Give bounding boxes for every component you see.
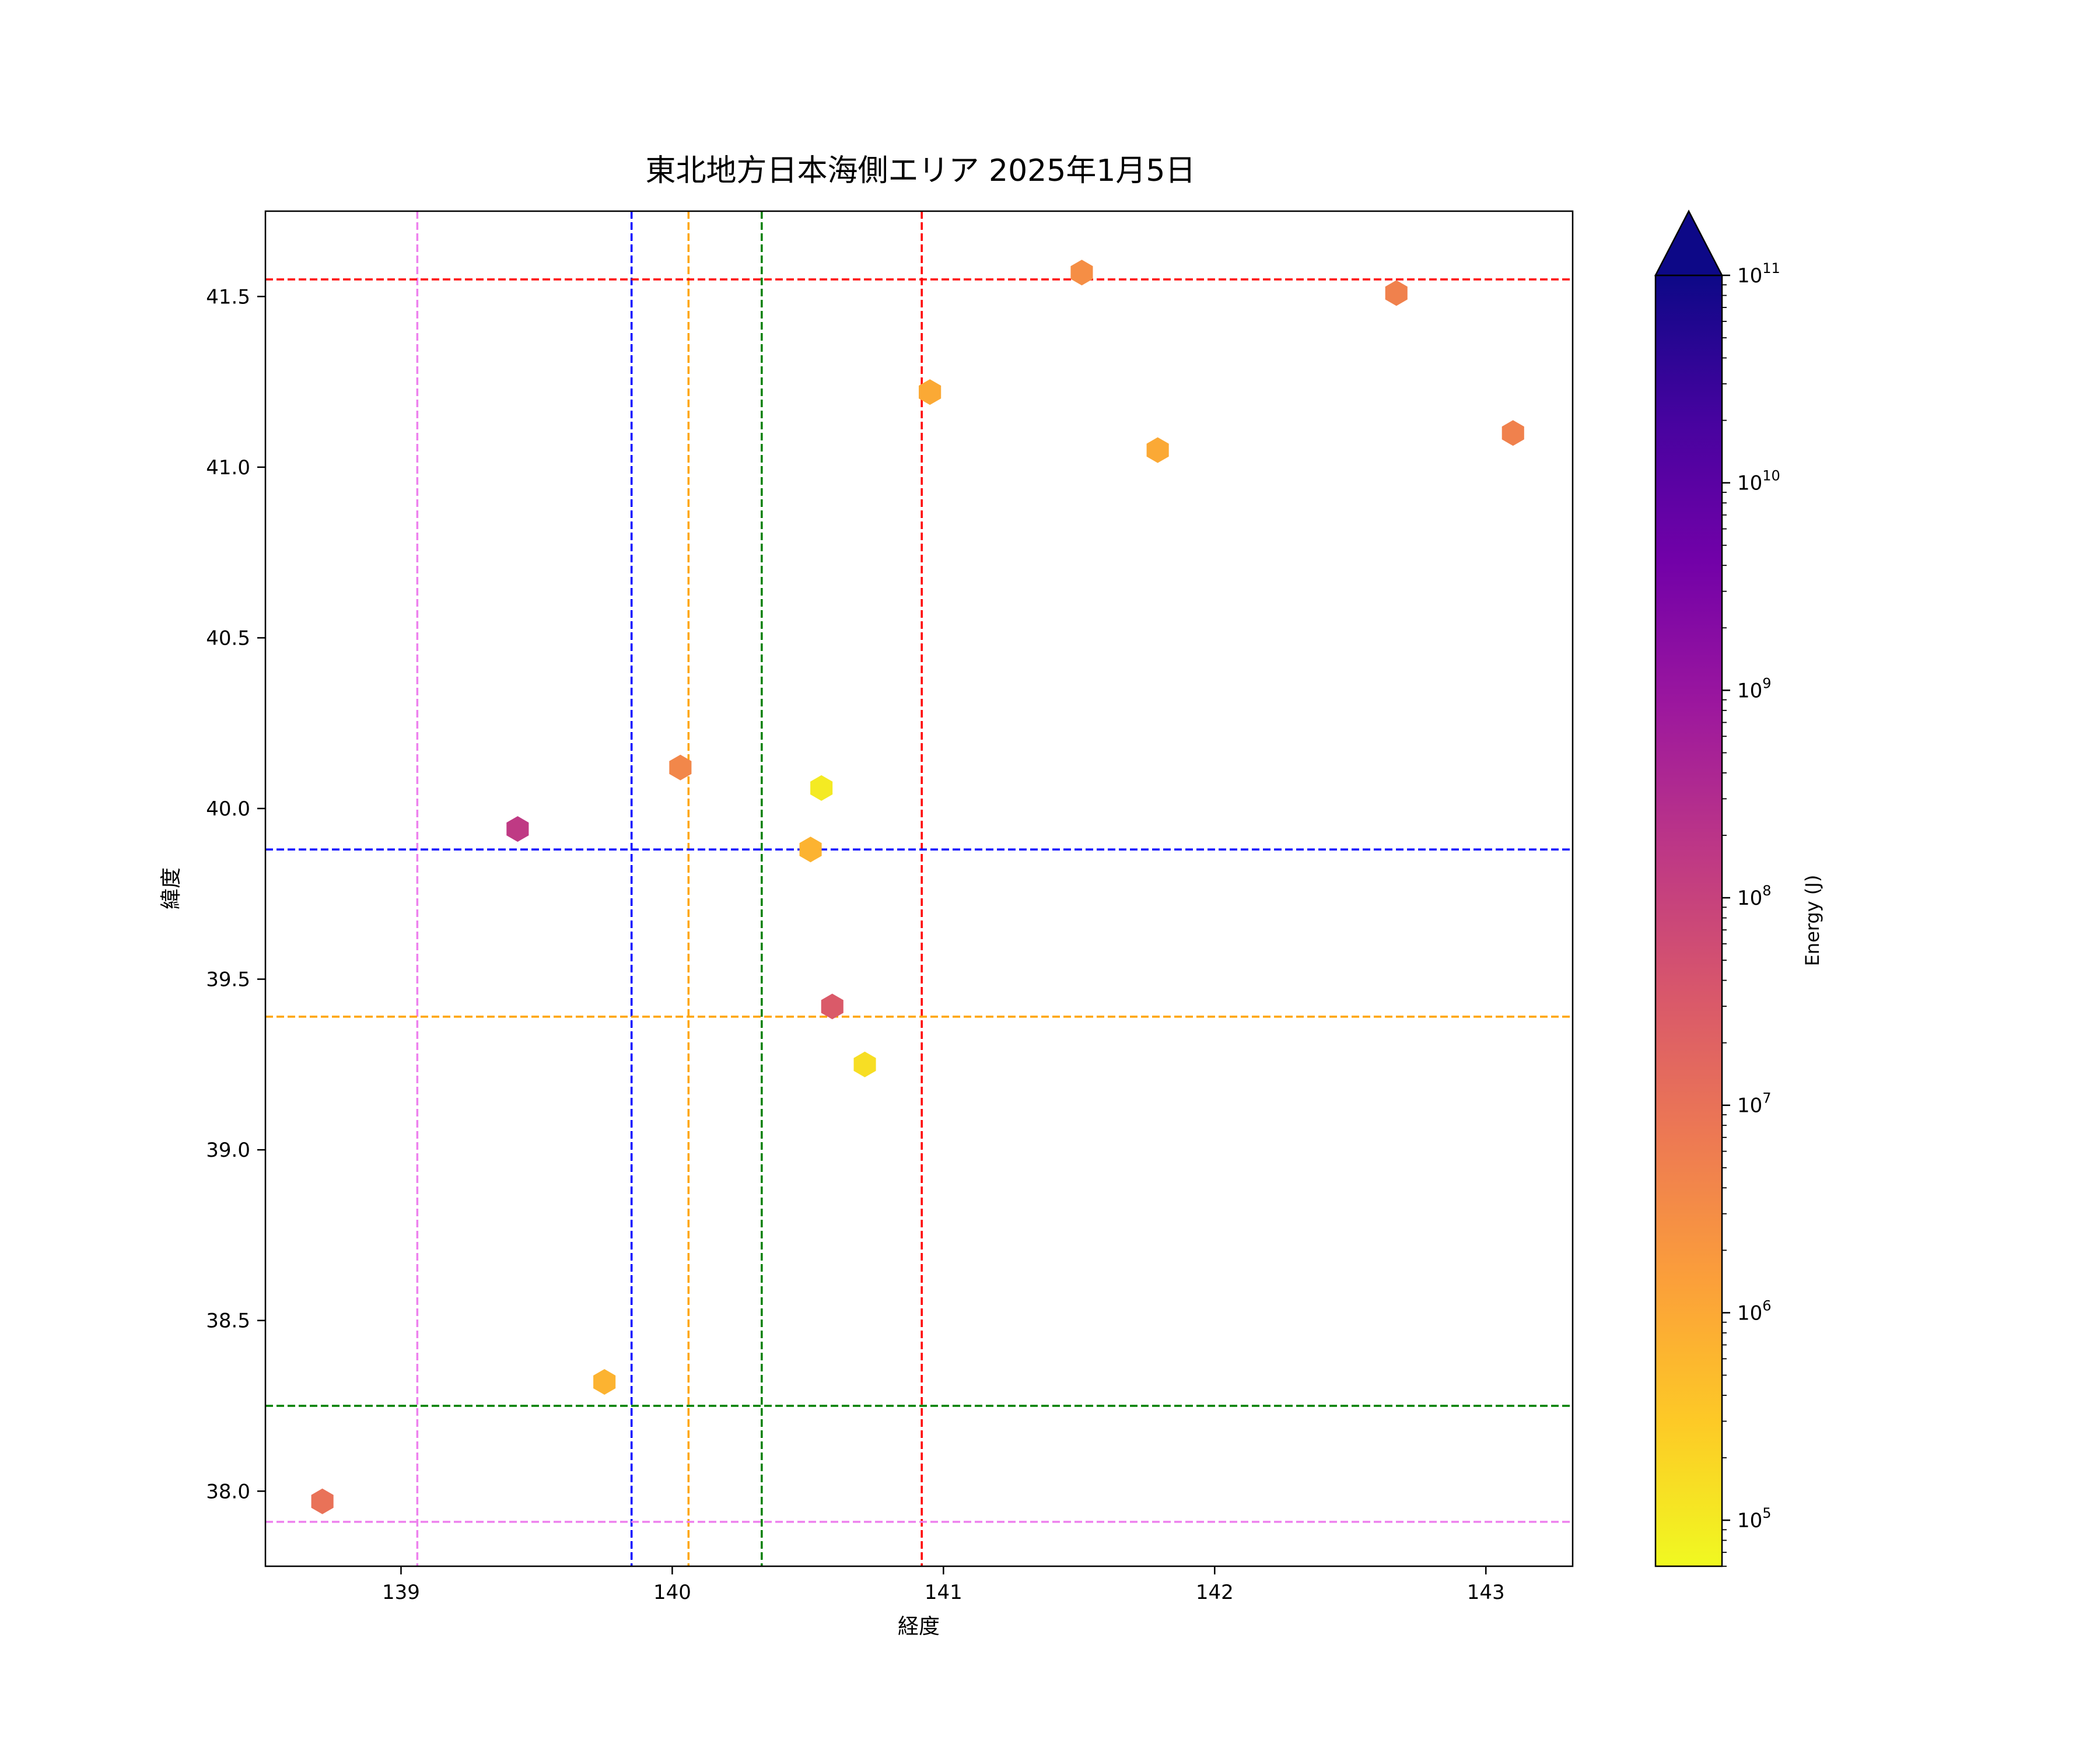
- data-point-0: [311, 1488, 334, 1514]
- data-point-5: [810, 775, 833, 801]
- colorbar-tick-label-1: 106: [1737, 1297, 1772, 1325]
- colorbar-tick-label-3: 108: [1737, 883, 1772, 910]
- colorbar-extend-arrow: [1654, 209, 1724, 276]
- y-tick-label-1: 38.5: [206, 1310, 250, 1333]
- y-tick-label-3: 39.5: [206, 968, 250, 992]
- y-tick-label-5: 40.5: [206, 626, 250, 650]
- colorbar-tick-label-4: 109: [1737, 675, 1772, 702]
- x-tick-label-1: 140: [653, 1581, 691, 1604]
- y-tick-label-7: 41.5: [206, 285, 250, 309]
- data-point-10: [1146, 437, 1169, 463]
- data-point-12: [1502, 420, 1524, 446]
- y-axis-label: 緯度: [159, 867, 183, 909]
- colorbar-tick-label-6: 1011: [1737, 260, 1780, 288]
- colorbar: 105 106 107 108 109 1010 1011 Energy (J): [1654, 209, 1824, 1567]
- y-tick-label-0: 38.0: [206, 1480, 250, 1503]
- x-axis-label: 経度: [898, 1615, 940, 1639]
- data-point-11: [1385, 280, 1408, 306]
- data-point-4: [799, 836, 822, 863]
- y-axis-ticks: 38.0 38.5 39.0 39.5 40.0 40.5 41.0 41.5: [206, 285, 265, 1503]
- data-point-6: [821, 993, 844, 1020]
- x-tick-label-3: 142: [1196, 1581, 1234, 1604]
- data-points: [311, 260, 1524, 1514]
- x-tick-label-4: 143: [1467, 1581, 1505, 1604]
- data-point-2: [593, 1369, 616, 1395]
- chart-title: 東北地方日本海側エリア 2025年1月5日: [645, 153, 1195, 188]
- y-tick-label-6: 41.0: [206, 456, 250, 480]
- y-tick-label-4: 40.0: [206, 797, 250, 821]
- colorbar-body: [1654, 274, 1723, 1567]
- data-point-1: [506, 816, 529, 842]
- data-point-3: [669, 754, 692, 780]
- x-tick-label-2: 141: [925, 1581, 963, 1604]
- colorbar-tick-label-5: 1010: [1737, 468, 1780, 495]
- colorbar-ticks: 105 106 107 108 109 1010 1011: [1722, 260, 1780, 1567]
- data-point-8: [919, 379, 942, 405]
- y-tick-label-2: 39.0: [206, 1139, 250, 1162]
- x-tick-label-0: 139: [382, 1581, 420, 1604]
- reference-lines: [265, 211, 1573, 1566]
- data-point-9: [1070, 260, 1093, 286]
- colorbar-label: Energy (J): [1801, 875, 1824, 967]
- data-point-7: [853, 1051, 876, 1077]
- x-axis-ticks: 139 140 141 142 143: [382, 1566, 1505, 1604]
- colorbar-tick-label-0: 105: [1737, 1505, 1772, 1532]
- plot-frame: [264, 210, 1574, 1567]
- plot-area: 139 140 141 142 143 38.0 38.5 39.0 39.5 40.0 40.5…: [206, 210, 1574, 1604]
- colorbar-tick-label-2: 107: [1737, 1090, 1772, 1118]
